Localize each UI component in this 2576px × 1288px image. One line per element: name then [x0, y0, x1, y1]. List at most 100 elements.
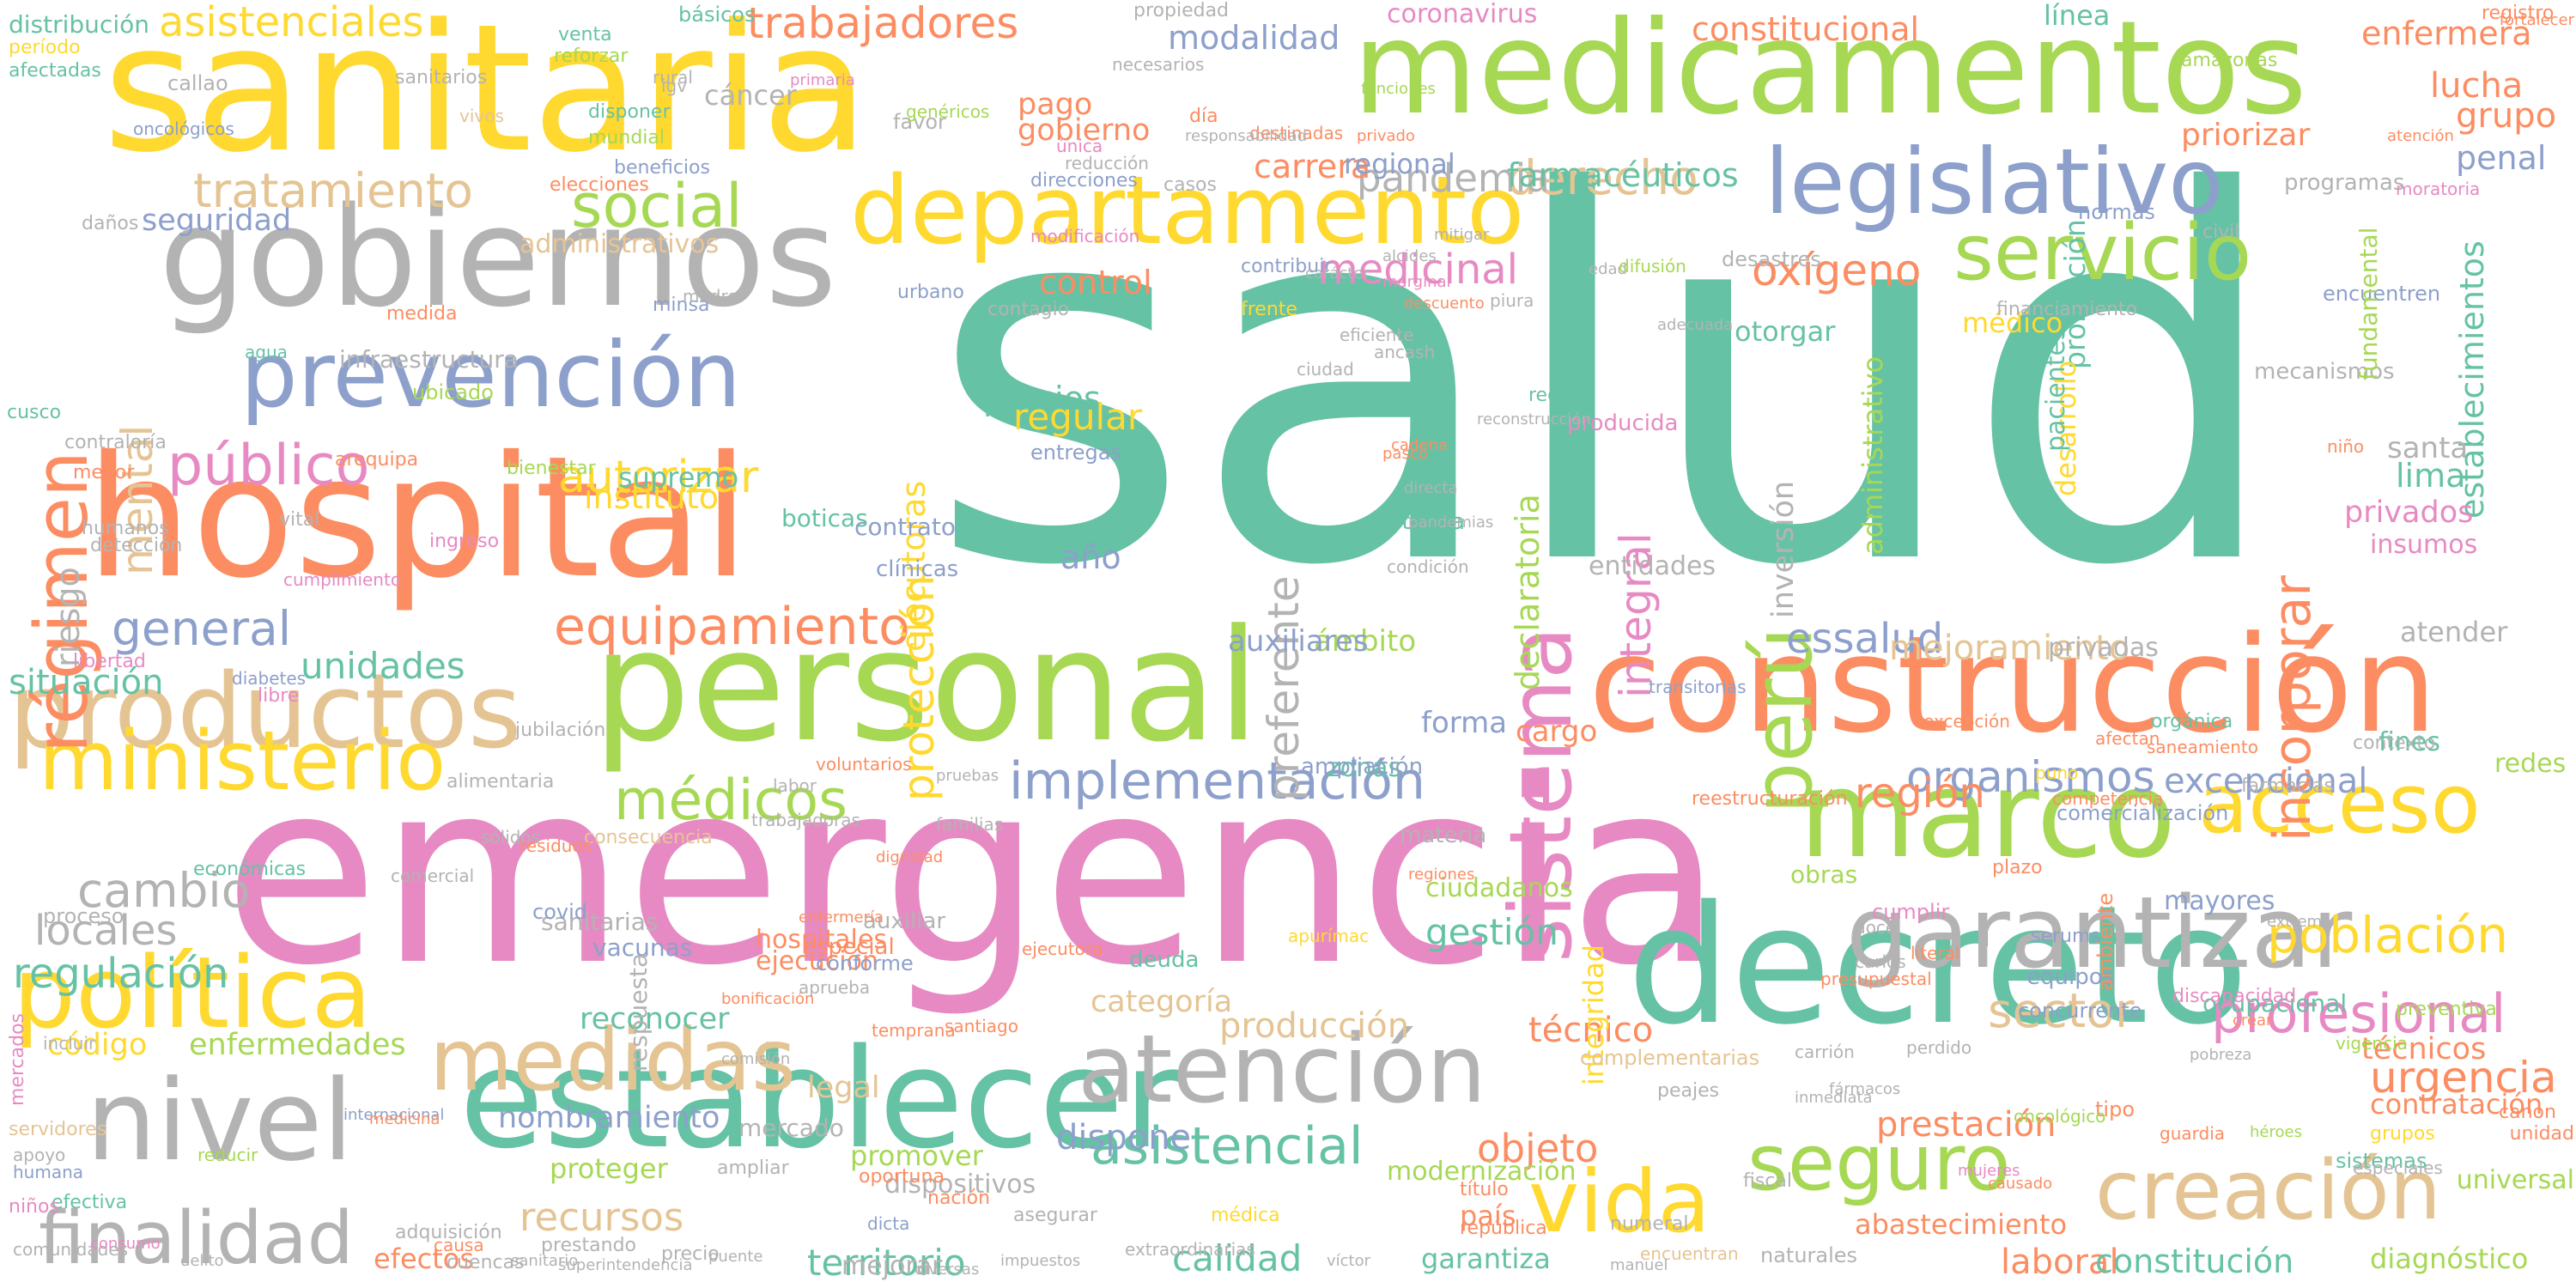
word-vital: vital — [279, 509, 320, 531]
word-efectos: efectos — [374, 1242, 475, 1275]
word-fortalecer: fortalecer — [2499, 11, 2574, 29]
word-forma: forma — [1421, 706, 1508, 740]
word-saneamiento: saneamiento — [2147, 737, 2259, 757]
word-control: control — [1039, 264, 1152, 301]
word-genericos: genéricos — [906, 101, 990, 122]
word-gobiernos: gobiernos — [159, 177, 837, 337]
word-prestando: prestando — [541, 1235, 636, 1256]
word-pais: país — [1460, 1200, 1516, 1232]
word-farmacias: farmacias — [2241, 775, 2334, 797]
word-direcciones: direcciones — [1030, 170, 1138, 191]
word-medicinal: medicinal — [1318, 246, 1518, 294]
word-categoria: categoría — [1091, 985, 1233, 1019]
word-propiedad: propiedad — [1133, 0, 1230, 21]
word-grupo: grupo — [2456, 96, 2557, 136]
word-ampliacion: ampliación — [1301, 754, 1424, 780]
word-clinicas: clínicas — [876, 556, 959, 582]
word-enfermera: enfermera — [2361, 15, 2532, 52]
word-enfermedades: enfermedades — [189, 1028, 406, 1062]
word-diversas: diversas — [914, 1261, 980, 1279]
word-ocupacional: ocupacional — [2202, 989, 2348, 1018]
word-ubicado: ubicado — [412, 380, 494, 404]
word-precio: precio — [661, 1243, 720, 1265]
word-moratoria: moratoria — [2396, 179, 2481, 199]
word-entidades: entidades — [1589, 551, 1716, 581]
word-penal: penal — [2456, 139, 2547, 177]
word-descuento: descuento — [1404, 295, 1485, 313]
word-periodo: período — [9, 37, 81, 58]
word-autorizar: autorizar — [558, 452, 759, 503]
word-crear: crear — [2233, 1012, 2273, 1030]
word-coronavirus: coronavirus — [1387, 0, 1538, 29]
word-canon: canon — [2499, 1102, 2556, 1123]
word-contraloria: contraloría — [64, 432, 167, 453]
word-mecanismos: mecanismos — [2254, 359, 2395, 385]
word-peajes: peajes — [1657, 1080, 1720, 1102]
word-legal: legal — [807, 1071, 880, 1105]
word-inmediata: inmediata — [1795, 1089, 1873, 1107]
word-unidad: unidad — [2509, 1123, 2574, 1145]
word-social: social — [571, 171, 743, 241]
word-unica: única — [1056, 136, 1103, 156]
word-cumplimiento: cumplimiento — [283, 569, 402, 590]
word-sanitarios: sanitarios — [395, 67, 488, 88]
word-servidores: servidores — [9, 1119, 107, 1140]
word-redes: redes — [2494, 749, 2567, 779]
word-essalud: essalud — [1786, 615, 1944, 663]
word-libertad: libertad — [73, 651, 146, 672]
word-auxiliar: auxiliar — [863, 908, 946, 934]
word-asegurar: asegurar — [1013, 1205, 1097, 1226]
word-productos: productos — [9, 653, 522, 772]
word-solidos: sólidos — [481, 827, 541, 848]
word-pandemias: pandemias — [1408, 513, 1494, 532]
word-preventiva: preventiva — [2396, 999, 2497, 1020]
word-sanitario: sanitario — [511, 1252, 579, 1270]
word-sistemas: sistemas — [2336, 1149, 2427, 1173]
word-politica: política — [13, 936, 372, 1051]
word-urbano: urbano — [897, 282, 964, 303]
word-consumo: consumo — [90, 1235, 161, 1253]
word-santa: santa — [2387, 431, 2469, 465]
word-labor: labor — [773, 775, 817, 796]
word-presupuestal: presupuestal — [1820, 969, 1932, 989]
word-privadas: privadas — [2048, 633, 2159, 663]
word-condicion: condición — [1387, 556, 1469, 577]
word-seguridad: seguridad — [142, 204, 292, 238]
word-trabajadores: trabajadores — [747, 0, 1019, 48]
word-garantiza: garantiza — [1421, 1242, 1551, 1275]
word-extraordinarias: extraordinarias — [1125, 1239, 1255, 1260]
word-construccion: construcción — [1589, 607, 2438, 762]
word-proteger: proteger — [550, 1152, 668, 1185]
word-modificacion: modificación — [1030, 226, 1140, 246]
word-apurimac: apurímac — [1288, 926, 1370, 946]
word-autoriza: autoriza — [1374, 509, 1466, 535]
word-tecnicos: técnicos — [2361, 1032, 2487, 1066]
word-puente: puente — [708, 1248, 763, 1266]
word-reconocer: reconocer — [580, 1002, 730, 1036]
word-recursos: recursos — [519, 1194, 684, 1240]
word-modernizacion: modernización — [1387, 1157, 1577, 1187]
word-diabetes: diabetes — [232, 668, 307, 689]
word-eficiente: eficiente — [1340, 325, 1414, 345]
word-fundamental: fundamental — [2354, 227, 2383, 380]
word-ninos: niños — [9, 1196, 59, 1218]
word-producida: producida — [1567, 410, 1679, 436]
word-constitucional: constitucional — [1692, 10, 1920, 48]
word-sanitarias: sanitarias — [541, 908, 659, 936]
word-mundial: mundial — [588, 127, 665, 149]
word-precios: precios — [983, 380, 1101, 417]
word-aprueba: aprueba — [799, 977, 871, 998]
word-carrera: carrera — [1254, 148, 1371, 185]
word-alcides: alcides — [1382, 247, 1437, 265]
word-farmaceuticos: farmacéuticos — [1507, 156, 1739, 194]
word-regular: regular — [1013, 396, 1143, 438]
word-consecuencia: consecuencia — [584, 827, 713, 848]
word-plazo: plazo — [1992, 857, 2043, 878]
word-tecnico: técnico — [1528, 1011, 1654, 1050]
word-superintendencia: superintendencia — [558, 1256, 693, 1274]
word-adquisicion: adquisición — [395, 1222, 502, 1243]
word-administrativo: administrativo — [1856, 355, 1889, 555]
word-guardia: guardia — [2160, 1123, 2226, 1144]
word-promover: promover — [850, 1139, 983, 1172]
word-administrativos: administrativos — [519, 229, 720, 259]
